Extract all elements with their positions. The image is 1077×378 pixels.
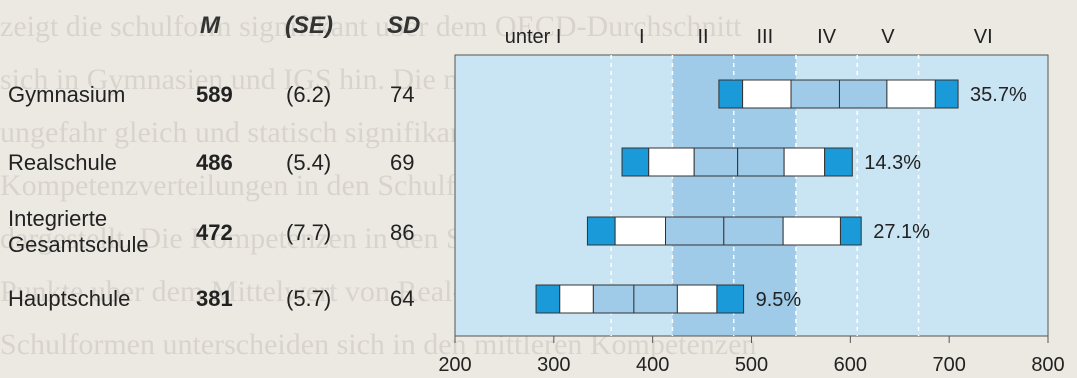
mean-value: 381: [196, 286, 233, 311]
level-label: IV: [817, 26, 837, 48]
sd-value: 74: [390, 82, 415, 107]
percentile-segment: [838, 79, 888, 109]
sd-value: 86: [390, 220, 415, 245]
se-value: (5.4): [286, 150, 332, 175]
mean-value: 486: [196, 150, 233, 175]
percentile-segment: [839, 216, 862, 246]
percentile-segment: [614, 216, 667, 246]
percentile-segment: [676, 284, 718, 314]
row-label-gymnasium: Gymnasium: [8, 82, 126, 107]
level-label: III: [757, 26, 774, 48]
mean-value: 472: [196, 220, 233, 245]
percentile-segment: [665, 216, 725, 246]
row-label-hauptschule: Hauptschule: [8, 286, 131, 311]
percentile-segment: [648, 147, 695, 177]
column-header-mean: M: [200, 12, 220, 39]
percentage-label: 27.1%: [873, 221, 930, 243]
percentile-segment: [586, 216, 616, 246]
percentile-segment: [592, 284, 635, 314]
x-tick-label: 200: [438, 354, 471, 376]
x-tick-label: 500: [735, 354, 768, 376]
x-tick-label: 400: [636, 354, 669, 376]
percentile-segment: [790, 79, 840, 109]
mean-value: 589: [196, 82, 233, 107]
percentage-label: 9.5%: [756, 289, 802, 311]
percentile-segment: [934, 79, 959, 109]
row-label-gesamtschule: Gesamtschule: [8, 232, 149, 257]
percentile-segment: [886, 79, 936, 109]
percentage-label: 35.7%: [970, 84, 1027, 106]
percentile-segment: [718, 79, 744, 109]
row-label-integrierte: Integrierte: [8, 206, 108, 231]
column-header-se: (SE): [285, 12, 333, 39]
x-tick-label: 800: [1031, 354, 1064, 376]
se-value: (6.2): [286, 82, 332, 107]
x-tick-label: 300: [537, 354, 570, 376]
se-value: (5.7): [286, 286, 332, 311]
se-value: (7.7): [286, 220, 332, 245]
percentile-segment: [621, 147, 650, 177]
level-label: II: [698, 26, 709, 48]
sd-value: 69: [390, 150, 415, 175]
level-label: I: [639, 26, 645, 48]
row-label-realschule: Realschule: [8, 150, 117, 175]
percentile-segment: [783, 147, 826, 177]
level-label: V: [881, 26, 895, 48]
percentile-segment: [693, 147, 739, 177]
percentile-segment: [723, 216, 784, 246]
percentile-segment: [535, 284, 561, 314]
x-tick-label: 700: [932, 354, 965, 376]
level-label: unter I: [505, 26, 562, 48]
percentile-segment: [742, 79, 792, 109]
percentile-segment: [559, 284, 594, 314]
column-header-sd: SD: [387, 12, 421, 39]
percentage-label: 14.3%: [864, 152, 921, 174]
percentile-segment: [782, 216, 841, 246]
percentile-segment: [633, 284, 678, 314]
percentile-segment: [716, 284, 745, 314]
sd-value: 64: [390, 286, 415, 311]
percentile-segment: [824, 147, 853, 177]
x-tick-label: 600: [834, 354, 867, 376]
percentile-segment: [737, 147, 785, 177]
level-label: VI: [974, 26, 993, 48]
